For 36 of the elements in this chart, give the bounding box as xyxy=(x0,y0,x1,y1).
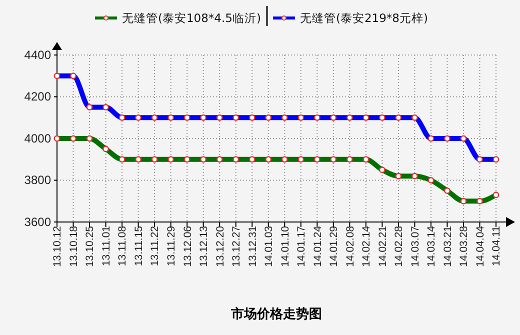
x-tick-label: 14.01.29 xyxy=(328,226,340,267)
legend-label: 无缝管(泰安219*8元梓) xyxy=(300,11,428,25)
x-tick-label: 13.12.20 xyxy=(214,226,226,267)
x-tick-label: 14.01.17 xyxy=(296,226,308,267)
x-tick-label: 14.01.24 xyxy=(312,226,324,267)
y-tick-label: 4400 xyxy=(24,48,52,62)
x-tick-label: 14.03.14 xyxy=(426,226,438,267)
x-tick-label: 14.02.21 xyxy=(376,226,389,267)
x-tick-label: 13.11.08 xyxy=(116,226,129,266)
legend-label: 无缝管(泰安108*4.5临沂) xyxy=(122,11,261,25)
x-tick-label: 13.12.13 xyxy=(198,226,210,267)
x-tick-label: 13.12.31 xyxy=(246,226,259,267)
y-tick-label: 3800 xyxy=(24,173,52,188)
x-tick-label: 14.04.11 xyxy=(490,226,503,266)
x-tick-label: 14.03.21 xyxy=(442,226,454,267)
x-tick-label: 14.01.10 xyxy=(279,226,292,267)
x-tick-label: 14.01.03 xyxy=(263,226,276,267)
text: 市场价格走势图 xyxy=(230,306,322,322)
x-tick-label: 13.10.12 xyxy=(52,226,64,267)
x-tick-label: 13.12.27 xyxy=(230,226,243,267)
x-tick-label: 13.10.25 xyxy=(84,226,96,267)
x-tick-label: 14.02.14 xyxy=(360,226,373,267)
x-tick-label: 14.04.04 xyxy=(474,226,486,267)
x-tick-label: 14.03.28 xyxy=(458,226,470,267)
x-tick-label: 13.10.18 xyxy=(68,226,80,267)
x-tick-label: 13.12.06 xyxy=(182,226,194,267)
x-tick-label: 14.02.28 xyxy=(393,226,406,267)
x-tick-label: 14.02.08 xyxy=(344,226,356,267)
x-tick-label: 14.03.07 xyxy=(409,226,422,267)
x-tick-label: 13.11.29 xyxy=(165,226,178,266)
x-tick-label: 13.11.15 xyxy=(132,226,145,266)
y-tick-label: 3600 xyxy=(24,214,52,229)
x-tick-label: 13.11.01 xyxy=(100,226,112,266)
y-tick-label: 4000 xyxy=(24,131,52,146)
y-tick-label: 4200 xyxy=(24,90,52,104)
x-tick-label: 13.11.22 xyxy=(149,226,162,266)
